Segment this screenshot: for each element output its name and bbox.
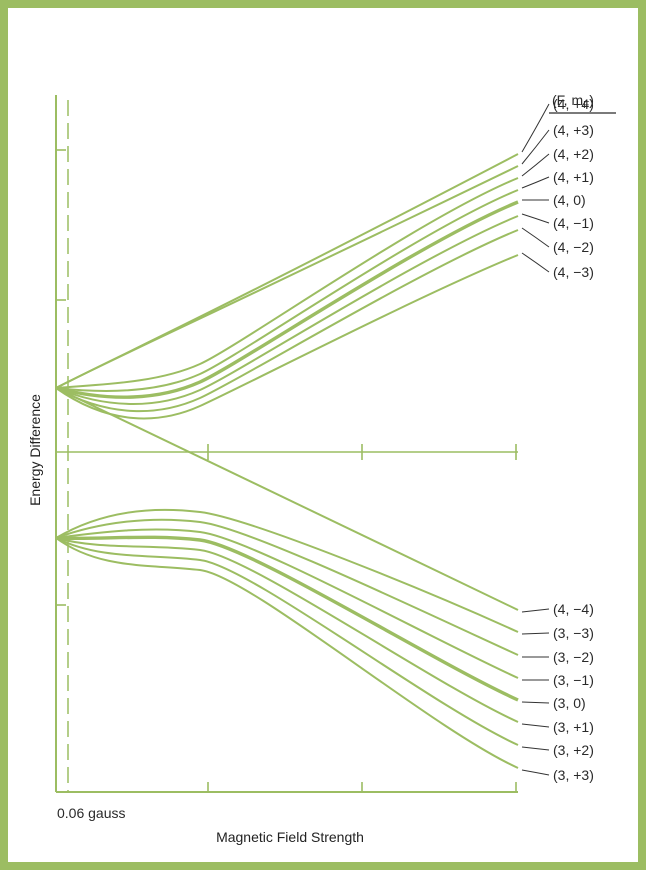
label-leader-lines — [521, 103, 550, 776]
lower-curve-2 — [55, 518, 519, 656]
upper-curve-4 — [55, 189, 519, 393]
x-marker-label: 0.06 gauss — [57, 805, 126, 821]
lower-state-label-6: (3, +1) — [553, 719, 594, 735]
energy-level-curves — [55, 153, 519, 769]
lower-state-label-4: (3, −1) — [553, 672, 594, 688]
lower-curve-4 — [55, 535, 519, 702]
upper-curve-6 — [55, 215, 519, 405]
lower-state-label-7: (3, +2) — [553, 742, 594, 758]
upper-leader-2 — [521, 129, 550, 165]
upper-curve-7 — [55, 229, 519, 413]
lower-leader-6 — [521, 723, 550, 728]
upper-state-label-5: (4, 0) — [553, 192, 586, 208]
lower-curve-7 — [55, 537, 519, 769]
lower-state-label-5: (3, 0) — [553, 695, 586, 711]
upper-curve-8 — [55, 254, 519, 420]
legend-header: (F, mF) — [549, 92, 616, 114]
upper-state-label-4: (4, +1) — [553, 169, 594, 185]
lower-curve-5 — [55, 537, 519, 723]
lower-state-label-8: (3, +3) — [553, 767, 594, 783]
upper-state-label-7: (4, −2) — [553, 239, 594, 255]
upper-state-label-1: (4, +4) — [553, 96, 594, 112]
curve-4-minus-4 — [55, 387, 519, 611]
lower-state-label-3: (3, −2) — [553, 649, 594, 665]
lower-state-label-1: (4, −4) — [553, 601, 594, 617]
upper-state-label-2: (4, +3) — [553, 122, 594, 138]
upper-leader-4 — [521, 176, 550, 189]
upper-curve-2 — [55, 165, 519, 389]
upper-state-label-6: (4, −1) — [553, 215, 594, 231]
lower-leader-8 — [521, 769, 550, 776]
lower-leader-1 — [521, 608, 550, 613]
upper-curve-5 — [55, 200, 519, 399]
legend-header-subscript: F — [583, 100, 589, 111]
lower-leader-2 — [521, 632, 550, 635]
lower-curve-1 — [55, 508, 519, 633]
x-axis-title: Magnetic Field Strength — [216, 829, 364, 845]
upper-state-label-8: (4, −3) — [553, 264, 594, 280]
upper-leader-1 — [521, 103, 550, 153]
lower-state-label-2: (3, −3) — [553, 625, 594, 641]
y-axis-title: Energy Difference — [27, 394, 43, 506]
upper-leader-7 — [521, 227, 550, 248]
lower-curve-3 — [55, 528, 519, 679]
lower-curve-6 — [55, 537, 519, 746]
upper-curve-3 — [55, 177, 519, 389]
axes — [55, 95, 518, 793]
upper-leader-3 — [521, 153, 550, 177]
legend-header-close: ) — [589, 92, 594, 108]
lower-leader-7 — [521, 746, 550, 751]
upper-state-label-3: (4, +2) — [553, 146, 594, 162]
state-labels: (4, +4) (4, +3) (4, +2) (4, +1) (4, 0) (4, −1… — [553, 96, 594, 783]
lower-leader-5 — [521, 701, 550, 704]
upper-curve-1 — [55, 153, 519, 389]
svg-text:(F, mF): (F, mF) — [552, 92, 594, 111]
upper-leader-6 — [521, 213, 550, 224]
upper-leader-8 — [521, 252, 550, 273]
legend-header-text: (F, m — [552, 92, 583, 108]
